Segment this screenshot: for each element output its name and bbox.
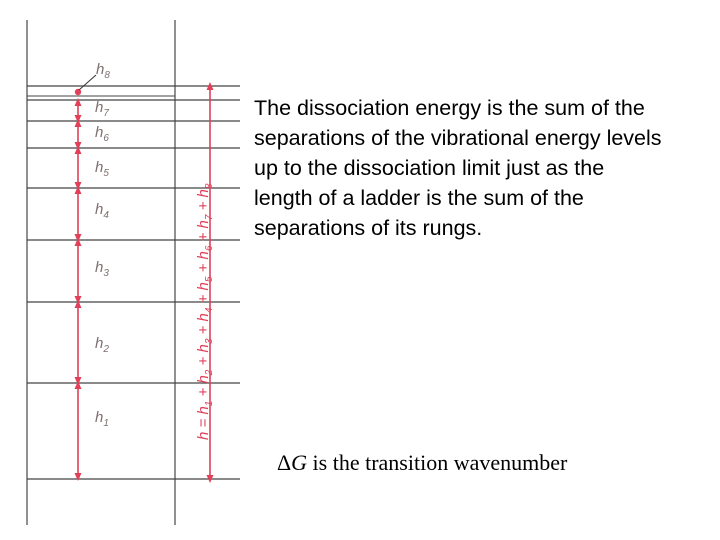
level-label-h4: h4: [95, 201, 109, 221]
level-label-h5: h5: [95, 159, 109, 179]
energy-levels: [27, 85, 240, 480]
level-labels: h1 h2 h3 h4 h5 h6 h7 h8: [95, 61, 110, 429]
dissociation-point: [74, 88, 82, 96]
h8-leader-line: [78, 74, 97, 91]
energy-ladder-diagram: h1 h2 h3 h4 h5 h6 h7 h8 h = h1 + h2 + h3 + h4 +…: [26, 20, 240, 525]
level-label-h8: h8: [96, 61, 110, 81]
transition-note: ΔG is the transition wavenumber: [277, 450, 677, 476]
g-symbol: G: [291, 450, 308, 475]
transition-text: is the transition wavenumber: [307, 450, 568, 475]
level-label-h2: h2: [95, 335, 109, 355]
level-label-h1: h1: [95, 409, 109, 429]
total-sum-label: h = h1 + h2 + h3 + h4 + h5 + h6 + h7 + h…: [195, 183, 215, 440]
level-label-h7: h7: [95, 99, 109, 119]
explanation-text: The dissociation energy is the sum of th…: [254, 96, 662, 240]
level-label-h6: h6: [95, 124, 109, 144]
level-label-h3: h3: [95, 259, 109, 279]
delta-symbol: Δ: [277, 450, 292, 475]
